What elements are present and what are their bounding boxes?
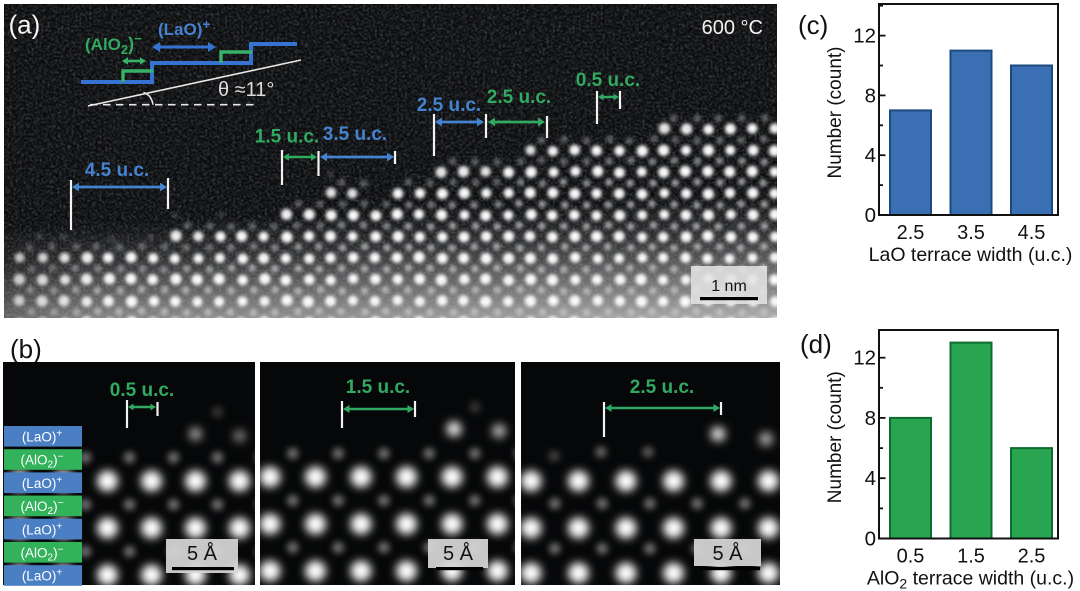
- svg-text:4: 4: [865, 144, 876, 167]
- svg-text:2.5 u.c.: 2.5 u.c.: [487, 87, 551, 108]
- svg-text:3.5: 3.5: [957, 222, 985, 244]
- svg-text:12: 12: [853, 347, 876, 370]
- svg-text:(AlO2)−: (AlO2)−: [20, 545, 63, 564]
- svg-text:0.5 u.c.: 0.5 u.c.: [110, 380, 174, 401]
- svg-text:4: 4: [865, 467, 876, 490]
- svg-text:Number (count): Number (count): [825, 371, 846, 503]
- svg-text:LaO terrace width (u.c.): LaO terrace width (u.c.): [869, 244, 1073, 266]
- svg-text:1.5 u.c.: 1.5 u.c.: [346, 377, 410, 398]
- svg-text:(AlO2)−: (AlO2)−: [85, 31, 142, 57]
- svg-text:12: 12: [853, 25, 876, 48]
- svg-text:2.5: 2.5: [1018, 546, 1046, 568]
- svg-text:2.5: 2.5: [897, 222, 925, 244]
- svg-text:(LaO)+: (LaO)+: [158, 16, 211, 39]
- svg-text:(AlO2)−: (AlO2)−: [20, 498, 63, 517]
- svg-text:Number (count): Number (count): [825, 47, 846, 179]
- svg-text:5 Å: 5 Å: [712, 542, 743, 565]
- svg-text:(LaO)+: (LaO)+: [22, 429, 63, 445]
- svg-text:θ ≈11°: θ ≈11°: [218, 79, 274, 101]
- svg-text:0: 0: [865, 528, 876, 551]
- svg-text:1.5 u.c.: 1.5 u.c.: [255, 127, 319, 148]
- svg-text:0.5 u.c.: 0.5 u.c.: [576, 70, 640, 91]
- svg-text:0.5: 0.5: [897, 546, 925, 568]
- svg-text:(b): (b): [10, 334, 42, 364]
- svg-text:(d): (d): [800, 329, 832, 359]
- svg-text:5 Å: 5 Å: [187, 542, 218, 565]
- svg-text:(a): (a): [9, 10, 41, 40]
- svg-text:3.5 u.c.: 3.5 u.c.: [323, 124, 387, 145]
- svg-text:5 Å: 5 Å: [443, 542, 474, 565]
- svg-text:2.5 u.c.: 2.5 u.c.: [417, 95, 481, 116]
- svg-text:600 °C: 600 °C: [702, 17, 763, 39]
- svg-text:(LaO)+: (LaO)+: [22, 521, 63, 537]
- svg-text:(AlO2)−: (AlO2)−: [20, 452, 63, 471]
- svg-text:1.5: 1.5: [957, 546, 985, 568]
- svg-text:4.5: 4.5: [1018, 222, 1046, 244]
- svg-text:AlO2 terrace width (u.c.): AlO2 terrace width (u.c.): [867, 568, 1074, 591]
- svg-text:2.5 u.c.: 2.5 u.c.: [630, 377, 694, 398]
- svg-text:1 nm: 1 nm: [711, 278, 747, 295]
- svg-text:(LaO)+: (LaO)+: [22, 568, 63, 584]
- svg-text:8: 8: [865, 407, 876, 430]
- svg-text:(LaO)+: (LaO)+: [22, 475, 63, 491]
- svg-text:4.5 u.c.: 4.5 u.c.: [85, 160, 149, 181]
- svg-text:(c): (c): [798, 10, 828, 40]
- svg-text:0: 0: [865, 204, 876, 227]
- svg-text:8: 8: [865, 84, 876, 107]
